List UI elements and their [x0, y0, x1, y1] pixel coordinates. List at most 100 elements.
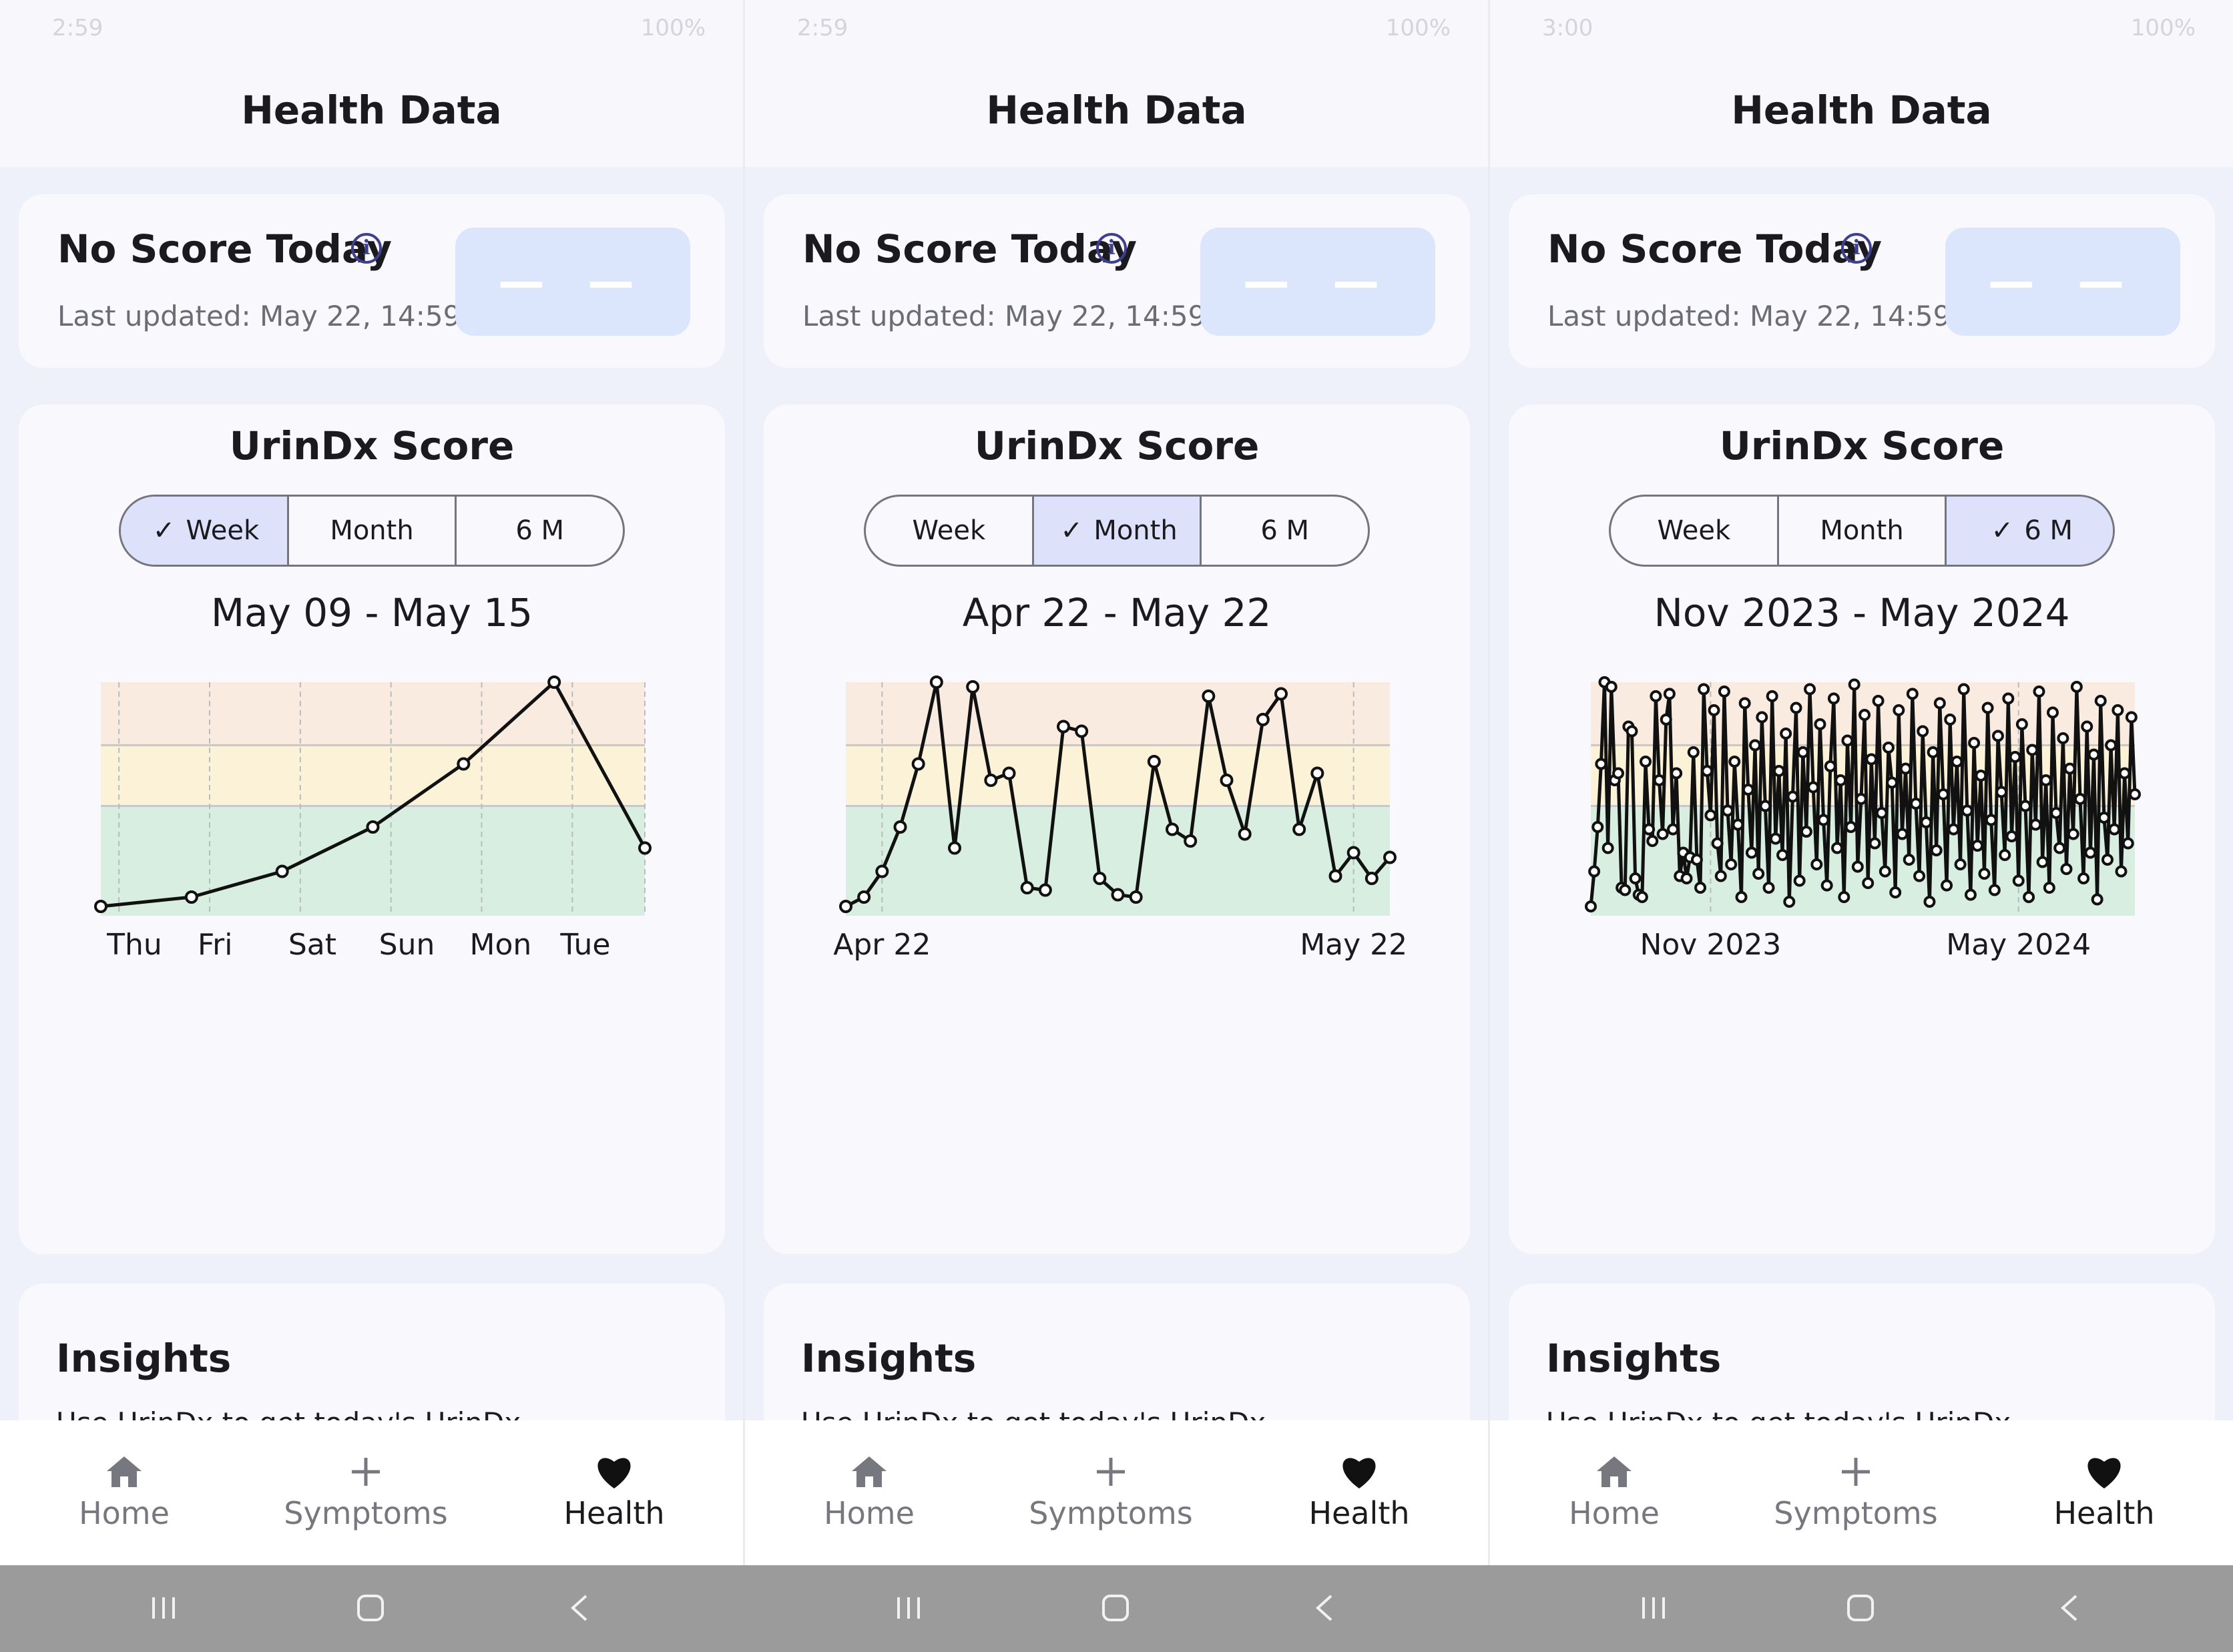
data-point	[2039, 774, 2052, 786]
x-tick-label: Apr 22	[833, 928, 931, 962]
back-icon[interactable]	[559, 1588, 599, 1628]
data-point	[1920, 816, 1933, 828]
tab-month[interactable]: ✓Month	[1779, 497, 1947, 565]
check-icon: ✓	[152, 515, 176, 546]
phone-screen-month: 2:59 100% Health Data No Score Today i L…	[745, 0, 1488, 1565]
score-card: No Score Today i Last updated: May 22, 1…	[19, 194, 725, 368]
data-point	[1728, 756, 1741, 768]
nav-health[interactable]: Health	[1259, 1448, 1459, 1531]
data-point	[1020, 881, 1034, 894]
heart-icon	[2084, 1448, 2124, 1495]
tab-6m[interactable]: ✓6 M	[1947, 497, 2113, 565]
nav-health[interactable]: Health	[514, 1448, 714, 1531]
data-point	[1886, 776, 1899, 789]
data-point	[1680, 872, 1693, 884]
info-icon[interactable]: i	[351, 233, 382, 264]
score-title: No Score Today	[1547, 226, 1883, 272]
data-point	[1364, 872, 1379, 885]
tab-month[interactable]: ✓Month	[1033, 497, 1202, 565]
data-point	[1869, 837, 1881, 850]
data-point	[1383, 850, 1397, 864]
data-point	[2073, 793, 2086, 805]
data-point	[1711, 837, 1724, 850]
data-point	[1735, 891, 1748, 903]
tab-6m[interactable]: ✓6 M	[1202, 497, 1368, 565]
nav-home[interactable]: Home	[24, 1448, 224, 1531]
score-value: — —	[1987, 254, 2138, 309]
data-point	[1889, 886, 1902, 898]
insights-title: Insights	[56, 1336, 232, 1381]
data-point	[1776, 849, 1789, 861]
check-icon: ✓	[1060, 515, 1083, 546]
heart-icon	[594, 1448, 634, 1495]
data-point	[1834, 774, 1847, 786]
data-point	[2115, 865, 2128, 878]
back-icon[interactable]	[2049, 1588, 2089, 1628]
tab-6m[interactable]: ✓6 M	[457, 497, 623, 565]
back-icon[interactable]	[1304, 1588, 1344, 1628]
data-point	[1844, 821, 1857, 833]
home-square-icon[interactable]	[1095, 1588, 1136, 1628]
data-point	[1002, 766, 1016, 780]
data-point	[1820, 879, 1833, 892]
data-point	[1129, 890, 1143, 904]
data-point	[1629, 872, 1642, 884]
nav-label: Home	[824, 1495, 915, 1531]
data-point	[2067, 828, 2079, 840]
data-point	[2012, 874, 2025, 887]
tab-week[interactable]: ✓Week	[1611, 497, 1779, 565]
data-point	[1848, 678, 1860, 691]
home-square-icon[interactable]	[1840, 1588, 1881, 1628]
nav-home[interactable]: Home	[1514, 1448, 1714, 1531]
x-tick-label: Sat	[288, 928, 336, 962]
nav-home[interactable]: Home	[769, 1448, 969, 1531]
tab-week[interactable]: ✓Week	[866, 497, 1034, 565]
data-point	[2015, 718, 2028, 730]
data-point	[1985, 814, 1997, 826]
range-selector: ✓Week ✓Month ✓ 6 M	[1609, 495, 2115, 567]
data-point	[1851, 860, 1864, 873]
data-point	[1038, 883, 1052, 897]
nav-health[interactable]: Health	[2004, 1448, 2204, 1531]
chart-title: UrinDx Score	[1719, 423, 2005, 469]
app-header: Health Data	[1490, 60, 2233, 167]
data-point	[1708, 704, 1720, 716]
app-header: Health Data	[745, 60, 1488, 167]
data-point	[2033, 685, 2045, 698]
info-icon[interactable]: i	[1841, 233, 1872, 264]
data-point	[1310, 766, 1324, 780]
tab-label: Month	[330, 515, 414, 546]
data-point	[1810, 858, 1823, 870]
status-bar: 3:00 100%	[1490, 0, 2233, 60]
tab-label: 6 M	[2024, 515, 2073, 546]
status-battery: 100%	[640, 15, 706, 41]
data-point	[2060, 863, 2073, 875]
data-point	[1961, 804, 1973, 817]
data-point	[2043, 882, 2055, 894]
data-point	[857, 890, 871, 904]
nav-symptoms[interactable]: Symptoms	[1011, 1448, 1211, 1531]
recents-icon[interactable]	[144, 1588, 184, 1628]
info-icon[interactable]: i	[1096, 233, 1127, 264]
data-point	[2081, 720, 2093, 733]
zone-mid	[101, 745, 645, 806]
page-title: Health Data	[986, 87, 1247, 133]
home-square-icon[interactable]	[350, 1588, 391, 1628]
data-point	[1738, 697, 1751, 710]
recents-icon[interactable]	[889, 1588, 929, 1628]
nav-symptoms[interactable]: Symptoms	[266, 1448, 466, 1531]
data-point	[2097, 812, 2110, 824]
recents-icon[interactable]	[1634, 1588, 1674, 1628]
data-point	[1759, 800, 1772, 812]
data-point	[2101, 854, 2114, 866]
tab-month[interactable]: ✓Month	[289, 497, 457, 565]
data-point	[1841, 734, 1854, 747]
data-point	[1964, 888, 1977, 901]
x-tick-label: May 2024	[1946, 928, 2091, 962]
x-tick-label: Nov 2023	[1640, 928, 1781, 962]
data-point	[1780, 728, 1792, 740]
nav-symptoms[interactable]: Symptoms	[1756, 1448, 1956, 1531]
x-tick-label: Mon	[470, 928, 532, 962]
data-point	[2002, 692, 2015, 705]
tab-week[interactable]: ✓Week	[121, 497, 289, 565]
